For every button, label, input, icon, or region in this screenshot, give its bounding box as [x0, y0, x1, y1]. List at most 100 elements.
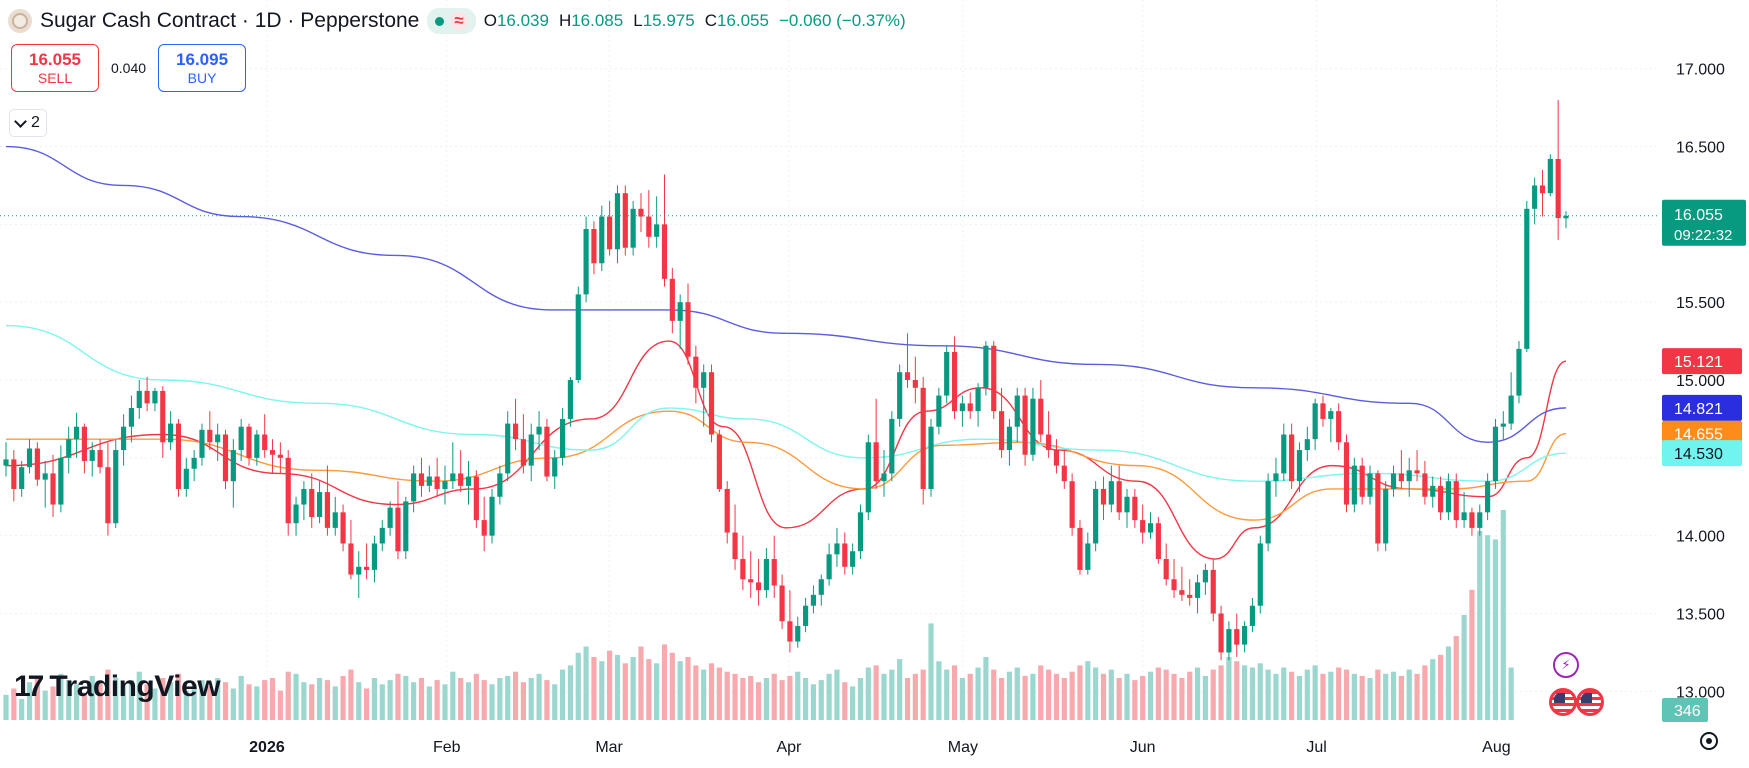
candle-body	[1375, 473, 1381, 544]
volume-bar	[418, 678, 425, 720]
candle	[395, 481, 401, 560]
candle-body	[912, 380, 918, 388]
candle	[458, 450, 464, 493]
tradingview-name: TradingView	[49, 670, 221, 703]
candle-body	[113, 450, 119, 524]
volume-bar	[1320, 673, 1326, 720]
candle	[732, 504, 738, 570]
candle-body	[356, 566, 362, 575]
volume-bar	[340, 675, 346, 720]
volume-bar	[1281, 667, 1287, 720]
volume-bar	[614, 654, 621, 720]
candle	[222, 429, 229, 489]
buy-button[interactable]: 16.095 BUY	[158, 44, 247, 92]
high-value: 16.085	[571, 11, 624, 30]
candle-body	[646, 216, 652, 237]
candle	[944, 345, 950, 404]
candle	[1116, 465, 1122, 521]
candle-body	[826, 554, 832, 580]
candle	[889, 411, 895, 482]
last-price-tag-bg	[1662, 199, 1746, 246]
lightning-event-icon[interactable]: ⚡	[1553, 652, 1579, 678]
candle-body	[1422, 473, 1428, 497]
volume-bar	[998, 678, 1005, 720]
candle-body	[1061, 465, 1067, 482]
candle-body	[1532, 185, 1538, 209]
indicators-toggle-button[interactable]: 2	[10, 110, 46, 136]
volume-bar	[575, 652, 581, 720]
candle-body	[1100, 488, 1107, 505]
symbol-title[interactable]: Sugar Cash Contract · 1D · Pepperstone	[40, 9, 420, 32]
candle-body	[1242, 625, 1248, 645]
volume-bar	[1218, 665, 1224, 720]
time-tick-label: Jul	[1306, 739, 1326, 756]
candle	[434, 457, 440, 497]
volume-bar	[1445, 646, 1451, 720]
sugar-logo-icon	[8, 9, 32, 33]
volume-bar	[316, 678, 323, 720]
us-flag-event-icon[interactable]	[1576, 688, 1604, 716]
volume-bar	[818, 680, 824, 720]
candle	[1359, 457, 1365, 505]
volume-bar	[567, 665, 574, 720]
candle	[1194, 574, 1201, 614]
candle	[693, 345, 699, 404]
candle-body	[779, 585, 785, 622]
candle-body	[1430, 485, 1436, 497]
candle	[183, 457, 189, 497]
volume-bar	[3, 694, 9, 720]
candle	[442, 465, 448, 505]
us-flag-event-icon[interactable]	[1549, 688, 1577, 716]
volume-bar	[654, 663, 660, 720]
volume-bar	[669, 652, 675, 720]
volume-bar	[26, 682, 33, 720]
sell-button[interactable]: 16.055 SELL	[11, 44, 99, 92]
candle	[1296, 442, 1303, 493]
volume-bar	[630, 657, 636, 720]
ma_orange-line	[6, 410, 1567, 521]
volume-bar	[450, 671, 456, 720]
candle-body	[199, 429, 205, 458]
market-status-pill[interactable]: ≈	[427, 8, 476, 34]
candle-body	[395, 507, 401, 552]
candle-body	[324, 492, 330, 528]
candle-body	[536, 426, 542, 435]
candle-body	[732, 532, 738, 560]
volume-bar	[175, 673, 182, 720]
candle-body	[301, 488, 307, 505]
candle	[215, 423, 221, 461]
candle	[536, 411, 542, 451]
candle-body	[1508, 395, 1514, 424]
volume-bar	[912, 673, 918, 720]
candle-body	[904, 372, 911, 381]
volume-bar	[967, 673, 973, 720]
candle-body	[842, 543, 848, 567]
settings-gear-icon[interactable]	[1700, 732, 1718, 750]
volume-bar	[1124, 673, 1130, 720]
volume-bar	[1367, 678, 1373, 720]
candle	[865, 434, 871, 521]
candle-body	[708, 372, 715, 435]
candle	[1265, 473, 1271, 552]
candle-body	[1383, 488, 1389, 544]
ma-cyan-price-tag-bg	[1662, 440, 1742, 467]
candle	[1234, 613, 1240, 658]
candle	[528, 423, 534, 482]
volume-bar	[1187, 671, 1193, 720]
price-tick-label: 14.000	[1676, 529, 1725, 546]
candle	[904, 333, 911, 388]
volume-bar	[1414, 673, 1420, 720]
volume-tag-bg	[1662, 698, 1708, 722]
candle	[348, 520, 354, 580]
candle-body	[857, 512, 864, 552]
candle	[1430, 476, 1436, 508]
volume-bar	[168, 682, 174, 720]
candle-body	[1312, 403, 1318, 440]
candle-body	[1359, 465, 1365, 497]
candle	[3, 442, 9, 477]
candle	[426, 465, 432, 493]
candle-body	[693, 356, 699, 388]
volume-bar	[348, 669, 354, 720]
